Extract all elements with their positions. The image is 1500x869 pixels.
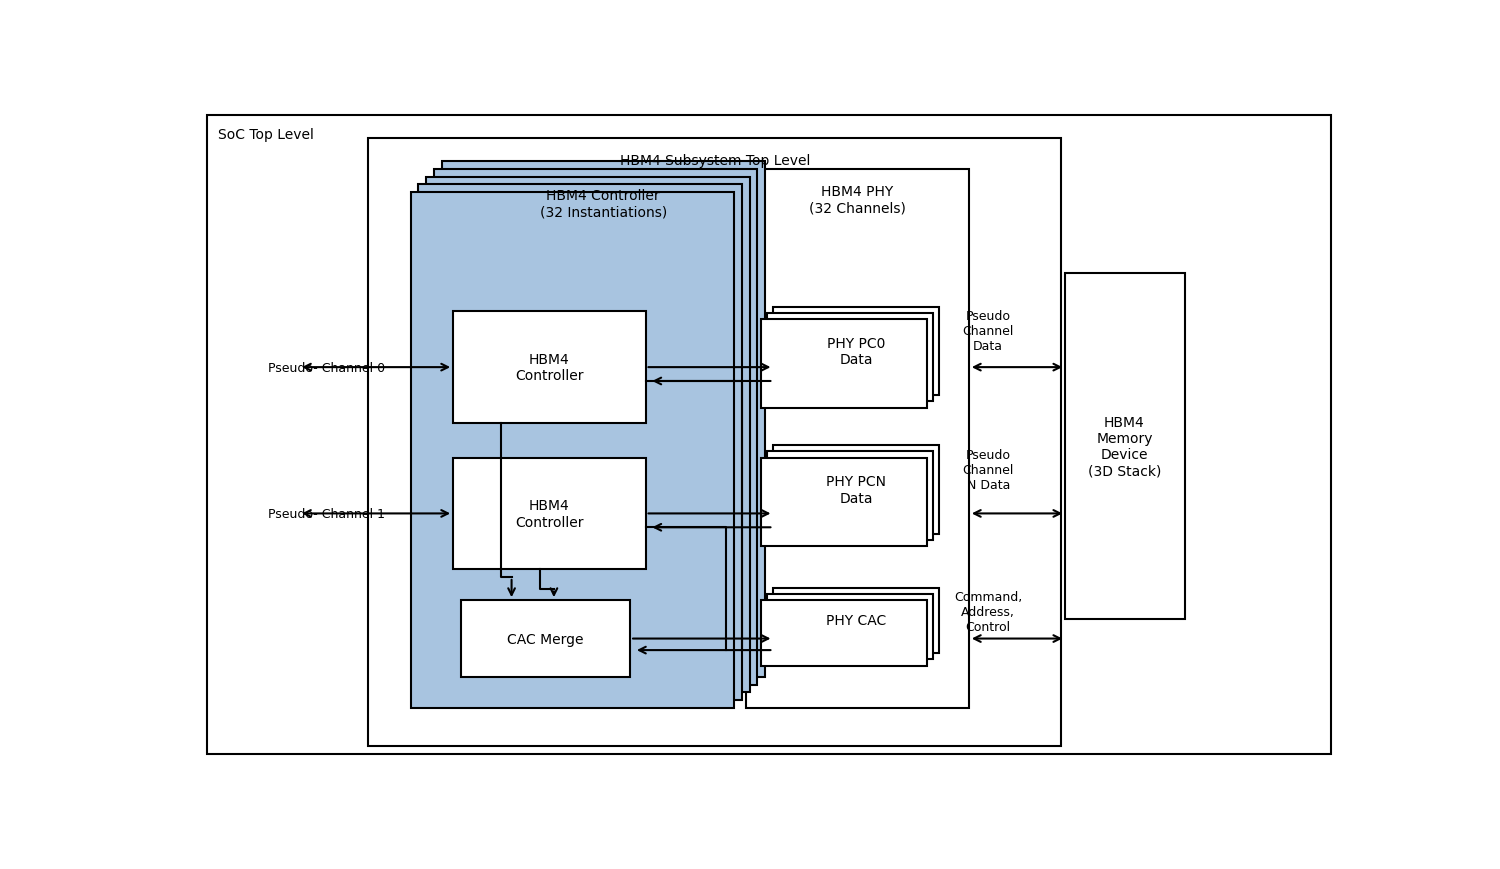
Text: HBM4 PHY
(32 Channels): HBM4 PHY (32 Channels) — [808, 185, 906, 216]
Text: HBM4 Subsystem Top Level: HBM4 Subsystem Top Level — [620, 155, 810, 169]
Text: PHY CAC: PHY CAC — [827, 614, 886, 627]
Text: HBM4
Memory
Device
(3D Stack): HBM4 Memory Device (3D Stack) — [1088, 415, 1161, 478]
Bar — [426, 177, 750, 693]
Bar — [453, 458, 645, 569]
Bar — [746, 169, 969, 708]
Bar — [441, 162, 765, 677]
Bar — [419, 185, 742, 700]
Bar — [460, 600, 630, 677]
Bar — [774, 588, 939, 653]
Text: PHY PCN
Data: PHY PCN Data — [827, 474, 886, 505]
Bar — [760, 600, 927, 666]
Bar — [433, 169, 758, 685]
Bar — [774, 446, 939, 534]
Text: Pseudo- Channel 1: Pseudo- Channel 1 — [268, 507, 386, 520]
Text: HBM4
Controller: HBM4 Controller — [514, 353, 584, 382]
Bar — [411, 193, 734, 708]
Text: HBM4 Controller
(32 Instantiations): HBM4 Controller (32 Instantiations) — [540, 189, 668, 219]
Text: SoC Top Level: SoC Top Level — [217, 128, 314, 142]
Bar — [453, 312, 645, 423]
Text: HBM4
Controller: HBM4 Controller — [514, 499, 584, 529]
Text: Pseudo- Channel 0: Pseudo- Channel 0 — [268, 362, 386, 375]
Bar — [766, 452, 933, 541]
Text: Pseudo
Channel
N Data: Pseudo Channel N Data — [963, 448, 1014, 491]
Bar — [766, 594, 933, 660]
Text: CAC Merge: CAC Merge — [507, 632, 584, 646]
Text: Pseudo
Channel
Data: Pseudo Channel Data — [963, 309, 1014, 353]
Bar — [760, 320, 927, 408]
Text: PHY PC0
Data: PHY PC0 Data — [827, 336, 885, 367]
Bar — [760, 458, 927, 547]
Bar — [766, 314, 933, 402]
Text: Command,
Address,
Control: Command, Address, Control — [954, 590, 1023, 634]
Bar — [1065, 274, 1185, 620]
Bar — [774, 308, 939, 395]
Bar — [369, 139, 1062, 746]
